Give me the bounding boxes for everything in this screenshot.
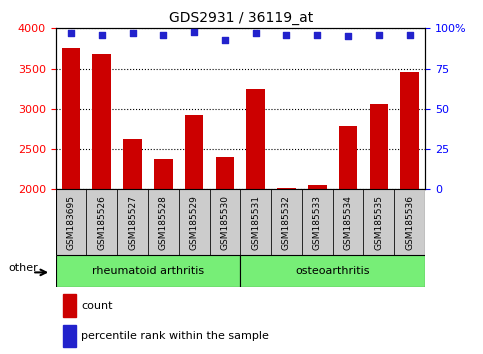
Bar: [117, 189, 148, 255]
Bar: [277, 188, 296, 350]
Bar: [339, 126, 357, 350]
Text: GSM185533: GSM185533: [313, 195, 322, 250]
Bar: [154, 159, 172, 350]
Text: GSM185528: GSM185528: [159, 195, 168, 250]
Text: GSM185534: GSM185534: [343, 195, 353, 250]
Bar: [92, 54, 111, 350]
Bar: [246, 89, 265, 350]
Bar: [123, 139, 142, 350]
Bar: [210, 189, 240, 255]
Bar: [394, 189, 425, 255]
Point: [375, 32, 383, 38]
Bar: [271, 189, 302, 255]
Text: GSM185526: GSM185526: [97, 195, 106, 250]
Bar: [302, 189, 333, 255]
Text: other: other: [8, 263, 38, 273]
Point: [406, 32, 413, 38]
Bar: [63, 325, 76, 348]
Bar: [179, 189, 210, 255]
Text: GSM185529: GSM185529: [190, 195, 199, 250]
Bar: [308, 184, 327, 350]
Point: [283, 32, 290, 38]
Bar: [62, 48, 80, 350]
Text: GSM185531: GSM185531: [251, 195, 260, 250]
Bar: [364, 189, 394, 255]
Point: [313, 32, 321, 38]
Bar: [333, 189, 364, 255]
Text: osteoarthritis: osteoarthritis: [296, 266, 370, 276]
Bar: [63, 295, 76, 317]
Bar: [148, 189, 179, 255]
Bar: [240, 189, 271, 255]
Text: GSM185532: GSM185532: [282, 195, 291, 250]
Point: [159, 32, 167, 38]
Bar: [56, 189, 86, 255]
Bar: [185, 115, 203, 350]
Text: GSM185530: GSM185530: [220, 195, 229, 250]
Bar: [86, 189, 117, 255]
Bar: [400, 72, 419, 350]
Bar: [215, 157, 234, 350]
Bar: [240, 255, 425, 287]
Point: [190, 29, 198, 34]
Text: GSM185527: GSM185527: [128, 195, 137, 250]
Text: GSM185535: GSM185535: [374, 195, 384, 250]
Point: [98, 32, 106, 38]
Bar: [56, 255, 241, 287]
Point: [67, 30, 75, 36]
Bar: [369, 104, 388, 350]
Text: GDS2931 / 36119_at: GDS2931 / 36119_at: [170, 11, 313, 25]
Point: [344, 34, 352, 39]
Text: GSM183695: GSM183695: [67, 195, 75, 250]
Point: [252, 30, 259, 36]
Text: GSM185536: GSM185536: [405, 195, 414, 250]
Text: percentile rank within the sample: percentile rank within the sample: [82, 331, 270, 341]
Point: [221, 37, 229, 42]
Text: count: count: [82, 301, 113, 311]
Point: [128, 30, 136, 36]
Text: rheumatoid arthritis: rheumatoid arthritis: [92, 266, 204, 276]
